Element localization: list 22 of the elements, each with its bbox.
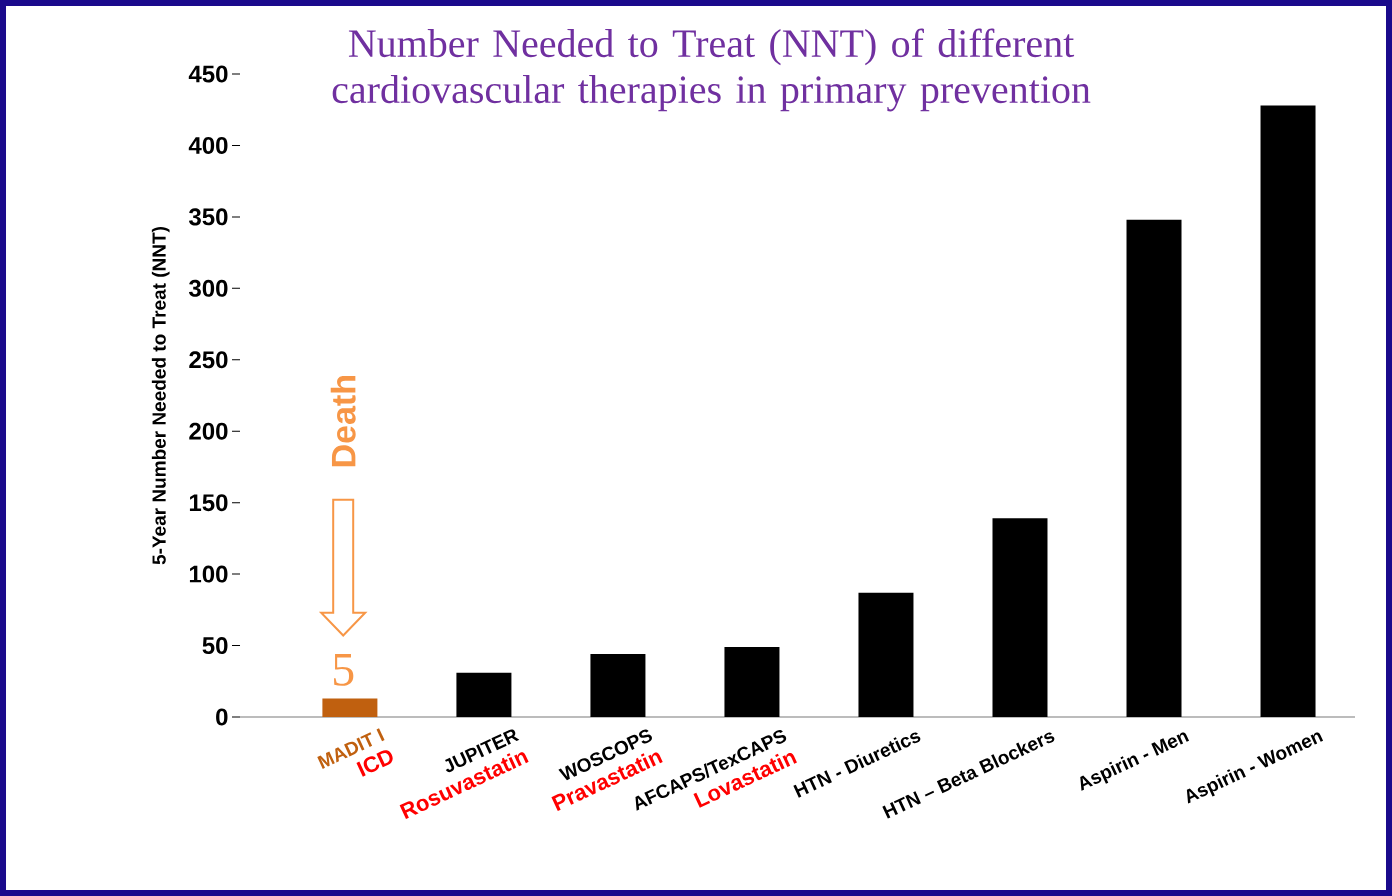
y-tick-label: 200 — [189, 422, 228, 440]
bar — [322, 698, 378, 717]
y-tick-label: 450 — [188, 65, 228, 83]
y-tick-label: 0 — [216, 708, 228, 726]
y-tick-label: 250 — [189, 351, 228, 369]
bar — [1260, 105, 1316, 717]
bar — [858, 592, 914, 717]
y-tick-label: 100 — [189, 565, 228, 583]
bar — [724, 646, 780, 717]
chart-title: Number Needed to Treat (NNT) of different cardiovascular therapies in primary prevention — [332, 28, 1091, 112]
annotation: 5 — [333, 653, 354, 686]
y-tick-label: 150 — [189, 494, 228, 512]
y-axis-title: 5-Year Number Needed to Treat (NNT) — [151, 227, 170, 565]
y-tick-label: 300 — [188, 279, 228, 297]
y-tick-label: 50 — [202, 637, 228, 655]
bar — [456, 672, 512, 717]
y-tick-label: 350 — [188, 208, 228, 226]
y-tick-label: 400 — [188, 136, 228, 154]
bar — [590, 654, 646, 717]
annotation: Death — [330, 376, 356, 467]
bar — [1126, 219, 1182, 717]
bar — [992, 518, 1048, 717]
